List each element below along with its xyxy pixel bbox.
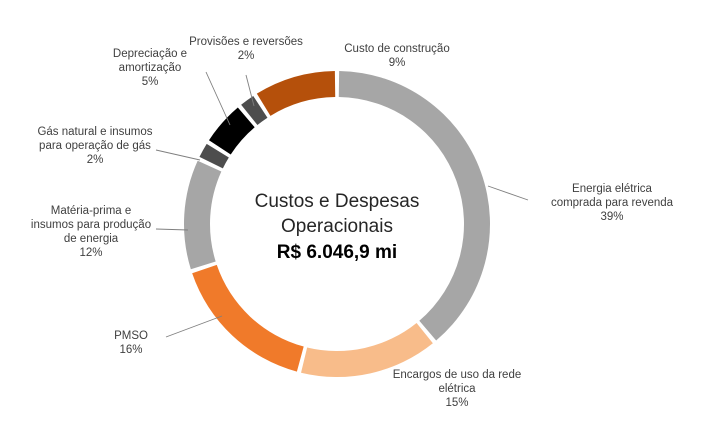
slice-value-label-2: 16%: [119, 344, 142, 356]
slice-label-line-5-1: amortização: [119, 62, 182, 74]
donut-slice-6: [241, 95, 268, 126]
slice-value-label-0: 39%: [600, 211, 623, 223]
center-total-value: R$ 6.046,9 mi: [277, 242, 397, 263]
donut-slice-0: [338, 71, 491, 341]
leader-line-4: [155, 149, 201, 161]
slice-label-line-6-0: Provisões e reversões: [189, 36, 303, 48]
donut-slice-2: [192, 264, 304, 372]
leader-lines: [155, 71, 529, 338]
slice-value-label-3: 12%: [79, 247, 102, 259]
slice-label-7: Custo de construção 9%: [344, 43, 449, 69]
slice-label-line-1-1: elétrica: [438, 383, 476, 395]
slice-value-label-1: 15%: [445, 397, 468, 409]
center-title-line-1: Custos e Despesas: [255, 191, 420, 212]
slice-value-label-7: 9%: [389, 57, 406, 69]
slice-labels: Energia elétrica comprada para revenda 39%…: [31, 36, 674, 409]
leader-line-5: [205, 71, 231, 126]
slice-label-2: PMSO 16%: [114, 330, 148, 356]
slice-label-line-0-1: comprada para revenda: [551, 197, 674, 209]
slice-label-line-3-2: de energia: [64, 233, 119, 245]
slice-label-line-4-1: para operação de gás: [39, 140, 151, 152]
slice-label-line-5-0: Depreciação e: [113, 48, 187, 60]
donut-slice-3: [184, 160, 222, 270]
slice-value-label-4: 2%: [87, 154, 104, 166]
donut-slice-7: [256, 71, 336, 116]
slice-label-4: Gás natural e insumos para operação de gá…: [37, 126, 152, 166]
slice-label-line-1-0: Encargos de uso da rede: [393, 369, 522, 381]
center-label: Custos e Despesas Operacionais R$ 6.046,…: [255, 191, 420, 263]
slice-label-line-4-0: Gás natural e insumos: [37, 126, 152, 138]
slice-label-5: Depreciação e amortização 5%: [113, 48, 187, 88]
slice-label-3: Matéria-prima e insumos para produção de e…: [31, 205, 151, 259]
slice-value-label-5: 5%: [142, 76, 159, 88]
leader-line-3: [155, 228, 189, 231]
donut-slice-4: [199, 143, 229, 169]
donut-slice-1: [301, 322, 433, 377]
donut-slice-5: [208, 107, 255, 155]
slice-value-label-6: 2%: [238, 50, 255, 62]
leader-line-0: [487, 185, 529, 201]
slice-label-6: Provisões e reversões 2%: [189, 36, 303, 62]
slice-label-line-0-0: Energia elétrica: [572, 183, 653, 195]
slice-label-1: Encargos de uso da rede elétrica 15%: [393, 369, 522, 409]
slice-label-0: Energia elétrica comprada para revenda 39%: [551, 183, 674, 223]
slice-label-line-7-0: Custo de construção: [344, 43, 449, 55]
center-title-line-2: Operacionais: [281, 216, 393, 237]
slice-label-line-3-1: insumos para produção: [31, 219, 151, 231]
slice-label-line-3-0: Matéria-prima e: [51, 205, 132, 217]
leader-line-6: [245, 74, 255, 107]
donut-slices: [184, 71, 491, 377]
slice-label-line-2-0: PMSO: [114, 330, 148, 342]
leader-line-2: [165, 315, 223, 338]
